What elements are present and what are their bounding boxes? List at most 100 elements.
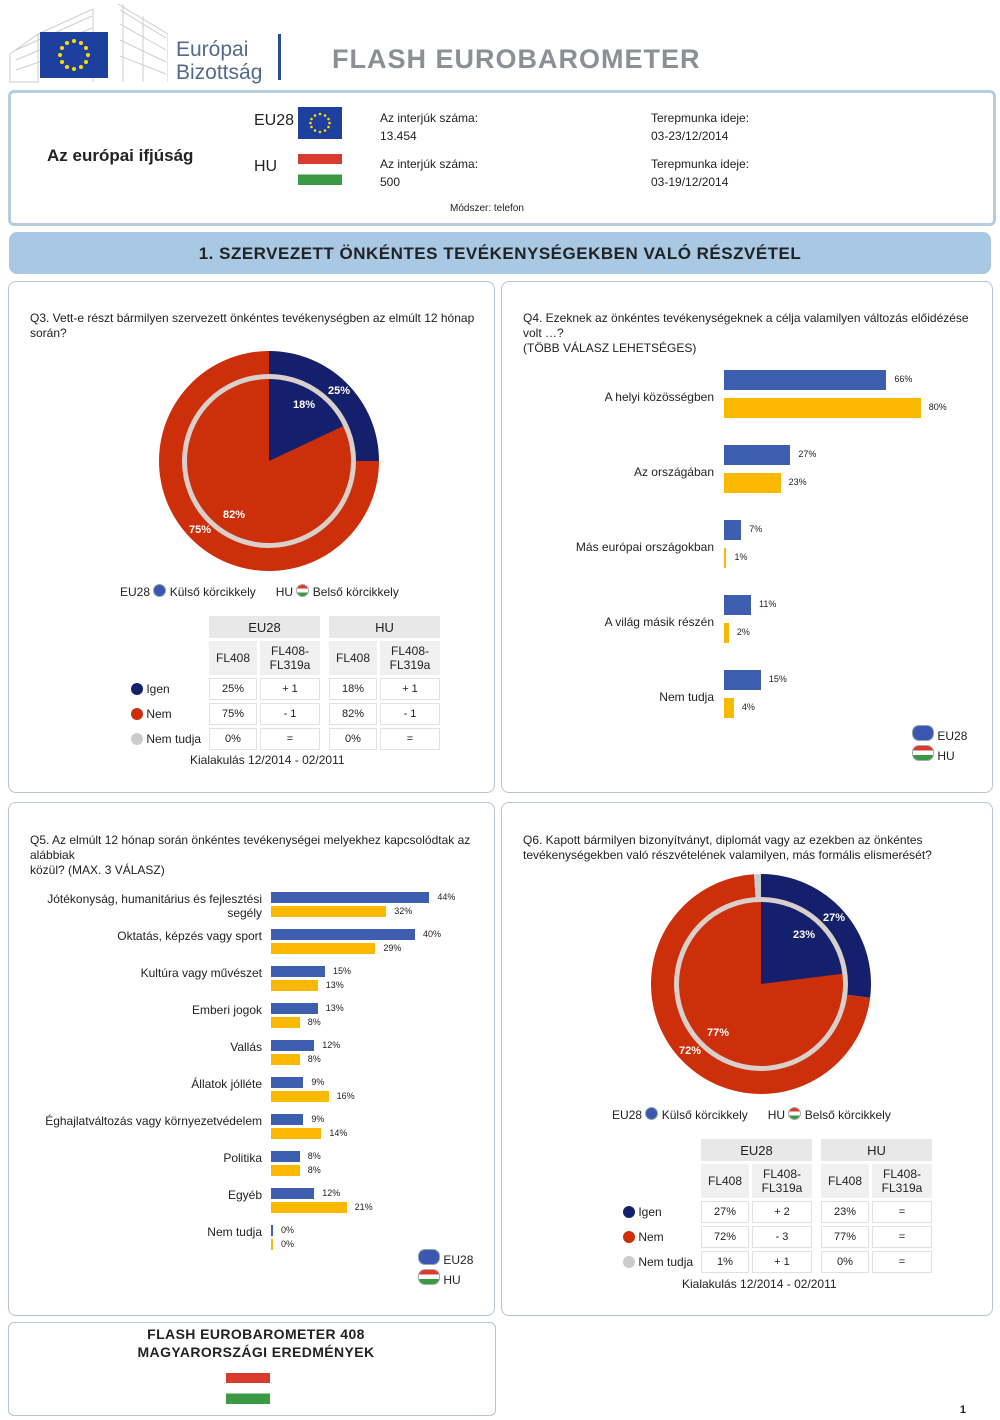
q5-bar-hu: [271, 1091, 329, 1102]
q5-bar-hu: [271, 906, 387, 917]
q3-pie-ring-separator: [182, 374, 356, 548]
q5-category-label: Állatok jólléte: [191, 1077, 262, 1091]
q4-category-label: A világ másik részén: [604, 615, 714, 629]
q5-category-label: Politika: [223, 1151, 262, 1165]
q5-value-label: 32%: [394, 905, 413, 916]
q5-value-label: 44%: [437, 891, 456, 902]
q5-bar-hu: [271, 1054, 300, 1065]
q5-bar-eu: [271, 1114, 304, 1125]
q5-value-label: 0%: [281, 1238, 295, 1249]
q5-value-label: 40%: [423, 928, 442, 939]
q5-category-label: Vallás: [230, 1040, 262, 1054]
q5-value-label: 13%: [325, 979, 344, 990]
survey-subject: Az európai ifjúság: [47, 146, 194, 165]
q5-bar-hu: [271, 1128, 322, 1139]
footer-box: [8, 1322, 496, 1416]
q5-bar-hu: [271, 1165, 300, 1176]
q4-question: Q4. Ezeknek az önkéntes tevékenységeknek…: [523, 311, 969, 355]
q3-trend-table: EU28 HU FL408 FL408- FL319a FL408 FL408- FL319…: [127, 613, 443, 753]
q6-pie-ring-separator: [674, 897, 848, 1071]
q3-trend-note: Kialakulás 12/2014 - 02/2011: [190, 753, 345, 767]
hu-flag-icon: [298, 154, 342, 185]
q6-hu-no-label: 77%: [707, 1027, 730, 1039]
page-number: 1: [959, 1404, 966, 1416]
q5-value-label: 16%: [336, 1090, 355, 1101]
q6-question: Q6. Kapott bármilyen bizonyítványt, dipl…: [523, 833, 932, 862]
q5-bar-eu: [271, 892, 430, 903]
q5-value-label: 0%: [281, 1224, 295, 1235]
hu-flag-footer-icon: [226, 1373, 270, 1404]
q4-bar-eu: [724, 595, 752, 615]
q4-value-label: 11%: [759, 599, 777, 609]
q4-legend-eu: EU28: [912, 725, 967, 743]
table-row: Igen 25% + 1 18% + 1: [130, 678, 440, 700]
section-title: 1. SZERVEZETT ÖNKÉNTES TEVÉKENYSÉGEKBEN …: [198, 244, 802, 263]
q6-hu-yes-label: 23%: [793, 929, 816, 941]
q5-bar-eu: [271, 1151, 300, 1162]
commission-logo-text: Európai Bizottság: [176, 38, 263, 84]
q5-category-label: Nem tudja: [207, 1225, 262, 1239]
q5-legend-hu: HU: [418, 1269, 461, 1287]
hu-mini-flag-icon: [788, 1107, 802, 1120]
hu-fieldwork-value: 03-19/12/2014: [651, 175, 729, 189]
q4-category-label: Az országában: [633, 465, 714, 479]
q4-bar-eu: [724, 445, 791, 465]
logo-divider: [278, 34, 281, 80]
q6-pie-inner-slice-0: [761, 902, 843, 984]
footer-title: FLASH EUROBAROMETER 408 MAGYARORSZÁGI ER…: [137, 1326, 375, 1360]
q4-bar-eu: [724, 520, 742, 540]
q5-value-label: 14%: [329, 1127, 348, 1138]
q6-trend-note: Kialakulás 12/2014 - 02/2011: [682, 1277, 837, 1291]
q4-category-label: A helyi közösségben: [604, 390, 714, 404]
q5-legend-eu: EU28: [418, 1249, 473, 1267]
q6-pie-chart: [651, 874, 871, 1094]
q4-bar-hu: [724, 698, 734, 718]
q6-trend-table: EU28 HU FL408 FL408- FL319a FL408 FL408- FL319…: [619, 1136, 935, 1276]
eu-interviews-value: 13.454: [380, 129, 417, 143]
q5-value-label: 29%: [383, 942, 402, 953]
q5-value-label: 9%: [311, 1113, 325, 1124]
q5-value-label: 8%: [307, 1164, 321, 1175]
eu-mini-flag-icon: [645, 1107, 659, 1120]
q3-pie-chart: [159, 351, 379, 571]
q4-category-label: Nem tudja: [659, 690, 714, 704]
q4-bar-hu: [724, 623, 729, 643]
q4-value-label: 66%: [894, 374, 913, 384]
section-title-bar: 1. SZERVEZETT ÖNKÉNTES TEVÉKENYSÉGEKBEN …: [9, 232, 991, 274]
q5-bar-hu: [271, 980, 318, 991]
q5-category-label: Kultúra vagy művészet: [140, 966, 262, 980]
q5-bar-eu: [271, 1188, 315, 1199]
q5-category-label: Emberi jogok: [191, 1003, 262, 1017]
q5-bar-eu: [271, 1040, 315, 1051]
q3-eu-yes-label: 25%: [328, 385, 351, 397]
table-row: Igen 27% + 2 23% =: [622, 1201, 932, 1223]
q4-panel: [501, 281, 993, 793]
q5-bar-eu: [271, 1225, 273, 1236]
q3-hu-no-label: 82%: [223, 509, 246, 521]
hu-code: HU: [254, 158, 278, 175]
q3-eu-no-label: 75%: [189, 524, 212, 536]
q5-value-label: 15%: [333, 965, 352, 976]
q5-value-label: 8%: [307, 1150, 321, 1161]
q4-bar-eu: [724, 370, 887, 390]
hu-fieldwork-label: Terepmunka ideje:: [651, 157, 750, 171]
q3-pie-inner-slice-0: [269, 379, 344, 461]
q3-hu-yes-label: 18%: [293, 399, 316, 411]
survey-info-box: [8, 90, 996, 226]
q6-eu-no-label: 72%: [679, 1045, 702, 1057]
q5-bar-hu: [271, 1239, 273, 1250]
table-row: Nem tudja 0% = 0% =: [130, 728, 440, 750]
page-title: FLASH EUROBAROMETER: [332, 44, 701, 74]
q5-value-label: 21%: [354, 1201, 373, 1212]
q4-value-label: 27%: [798, 449, 817, 459]
q6-pie-inner-slice-1: [679, 902, 843, 1066]
q4-value-label: 80%: [928, 402, 947, 412]
q3-question: Q3. Vett-e részt bármilyen szervezett ön…: [30, 311, 475, 340]
eu-mini-flag-icon: [153, 584, 167, 597]
q4-value-label: 23%: [788, 477, 807, 487]
q4-value-label: 1%: [734, 552, 748, 562]
q5-category-label: Jótékonyság, humanitárius és fejlesztési…: [47, 892, 262, 920]
table-row: Nem 72% - 3 77% =: [622, 1226, 932, 1248]
q5-category-label: Oktatás, képzés vagy sport: [117, 929, 262, 943]
eu-interviews-label: Az interjúk száma:: [380, 111, 479, 125]
